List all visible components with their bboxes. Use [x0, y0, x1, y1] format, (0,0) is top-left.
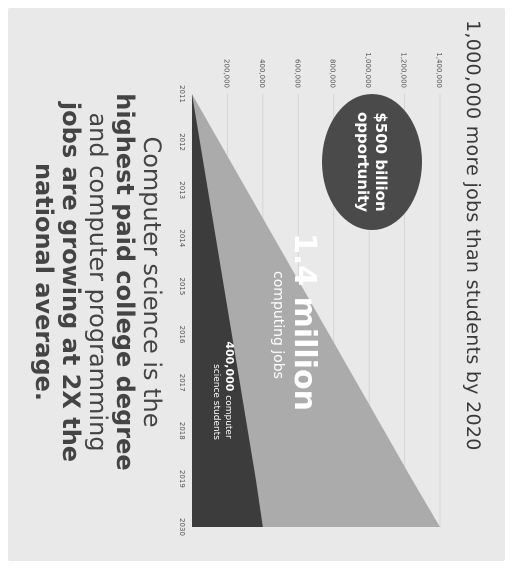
x-tick-label: 2011 [180, 85, 186, 103]
chart-areas [192, 94, 440, 527]
x-tick-label: 2016 [180, 326, 186, 344]
bubble-line-1: $500 billion [372, 112, 390, 211]
x-tick-label: 2019 [180, 470, 186, 488]
y-tick-label: 800,000 [329, 59, 337, 88]
x-tick-label: 2015 [180, 278, 186, 296]
footer-line-3: and computer programming [84, 112, 112, 452]
students-area [192, 94, 263, 527]
x-tick-label: 2030 [180, 518, 186, 536]
students-line-1: 400,000 computer [223, 341, 236, 439]
y-tick-label: 600,000 [293, 59, 301, 88]
x-tick-label: 2017 [180, 374, 186, 392]
footer-line-4: jobs are growing at 2X the [57, 101, 85, 463]
x-axis-ticks: 2011 2012 2013 2014 2015 2016 2017 2018 2019 2030 [180, 85, 186, 536]
students-line-2: science students [211, 364, 221, 440]
bubble-shape [322, 94, 422, 230]
jobs-area [192, 94, 440, 527]
x-tick-label: 2014 [180, 229, 186, 247]
footer-line-2: highest paid college degree [111, 93, 139, 471]
y-tick-label: 1,400,000 [435, 52, 443, 88]
footer-line-5: national average. [30, 162, 58, 402]
jobs-vs-students-chart: 200,000 400,000 600,000 800,000 1,000,000 1,2… [180, 52, 443, 536]
footer-text: Computer science is the highest paid col… [30, 22, 166, 542]
y-tick-label: 200,000 [222, 59, 230, 88]
y-tick-label: 1,200,000 [400, 52, 408, 88]
y-tick-label: 400,000 [258, 59, 266, 88]
footer-line-1: Computer science is the [138, 136, 166, 428]
x-tick-label: 2012 [180, 133, 186, 151]
x-tick-label: 2013 [180, 181, 186, 199]
rotated-graphic: 1,000,000 more jobs than students by 202… [10, 12, 500, 552]
jobs-value: 1.4 million [287, 233, 322, 411]
bubble-line-2: opportunity [354, 112, 372, 212]
x-tick-label: 2018 [180, 422, 186, 440]
y-tick-label: 1,000,000 [364, 52, 372, 88]
jobs-label: computing jobs [270, 271, 286, 379]
